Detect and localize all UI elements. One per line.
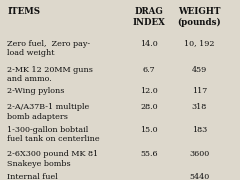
Text: 2-A/A37B-1 multiple
bomb adapters: 2-A/A37B-1 multiple bomb adapters — [7, 103, 90, 121]
Text: 6.7: 6.7 — [143, 66, 155, 74]
Text: 12.0: 12.0 — [140, 87, 158, 95]
Text: 459: 459 — [192, 66, 207, 74]
Text: 55.6: 55.6 — [140, 150, 158, 158]
Text: 15.0: 15.0 — [140, 126, 158, 134]
Text: Zero fuel,  Zero pay-
load weight: Zero fuel, Zero pay- load weight — [7, 40, 90, 57]
Text: 117: 117 — [192, 87, 207, 95]
Text: ITEMS: ITEMS — [7, 7, 40, 16]
Text: 318: 318 — [192, 103, 207, 111]
Text: 3600: 3600 — [189, 150, 209, 158]
Text: Internal fuel: Internal fuel — [7, 173, 58, 180]
Text: 5440: 5440 — [189, 173, 209, 180]
Text: 2-6X300 pound MK 81
Snakeye bombs: 2-6X300 pound MK 81 Snakeye bombs — [7, 150, 98, 168]
Text: 183: 183 — [192, 126, 207, 134]
Text: 1-300-gallon bobtail
fuel tank on centerline: 1-300-gallon bobtail fuel tank on center… — [7, 126, 100, 143]
Text: 10, 192: 10, 192 — [184, 40, 215, 48]
Text: WEIGHT
(pounds): WEIGHT (pounds) — [177, 7, 221, 27]
Text: 28.0: 28.0 — [140, 103, 158, 111]
Text: DRAG
INDEX: DRAG INDEX — [132, 7, 165, 27]
Text: 14.0: 14.0 — [140, 40, 158, 48]
Text: 2-MK 12 20MM guns
and ammo.: 2-MK 12 20MM guns and ammo. — [7, 66, 93, 83]
Text: 2-Wing pylons: 2-Wing pylons — [7, 87, 65, 95]
